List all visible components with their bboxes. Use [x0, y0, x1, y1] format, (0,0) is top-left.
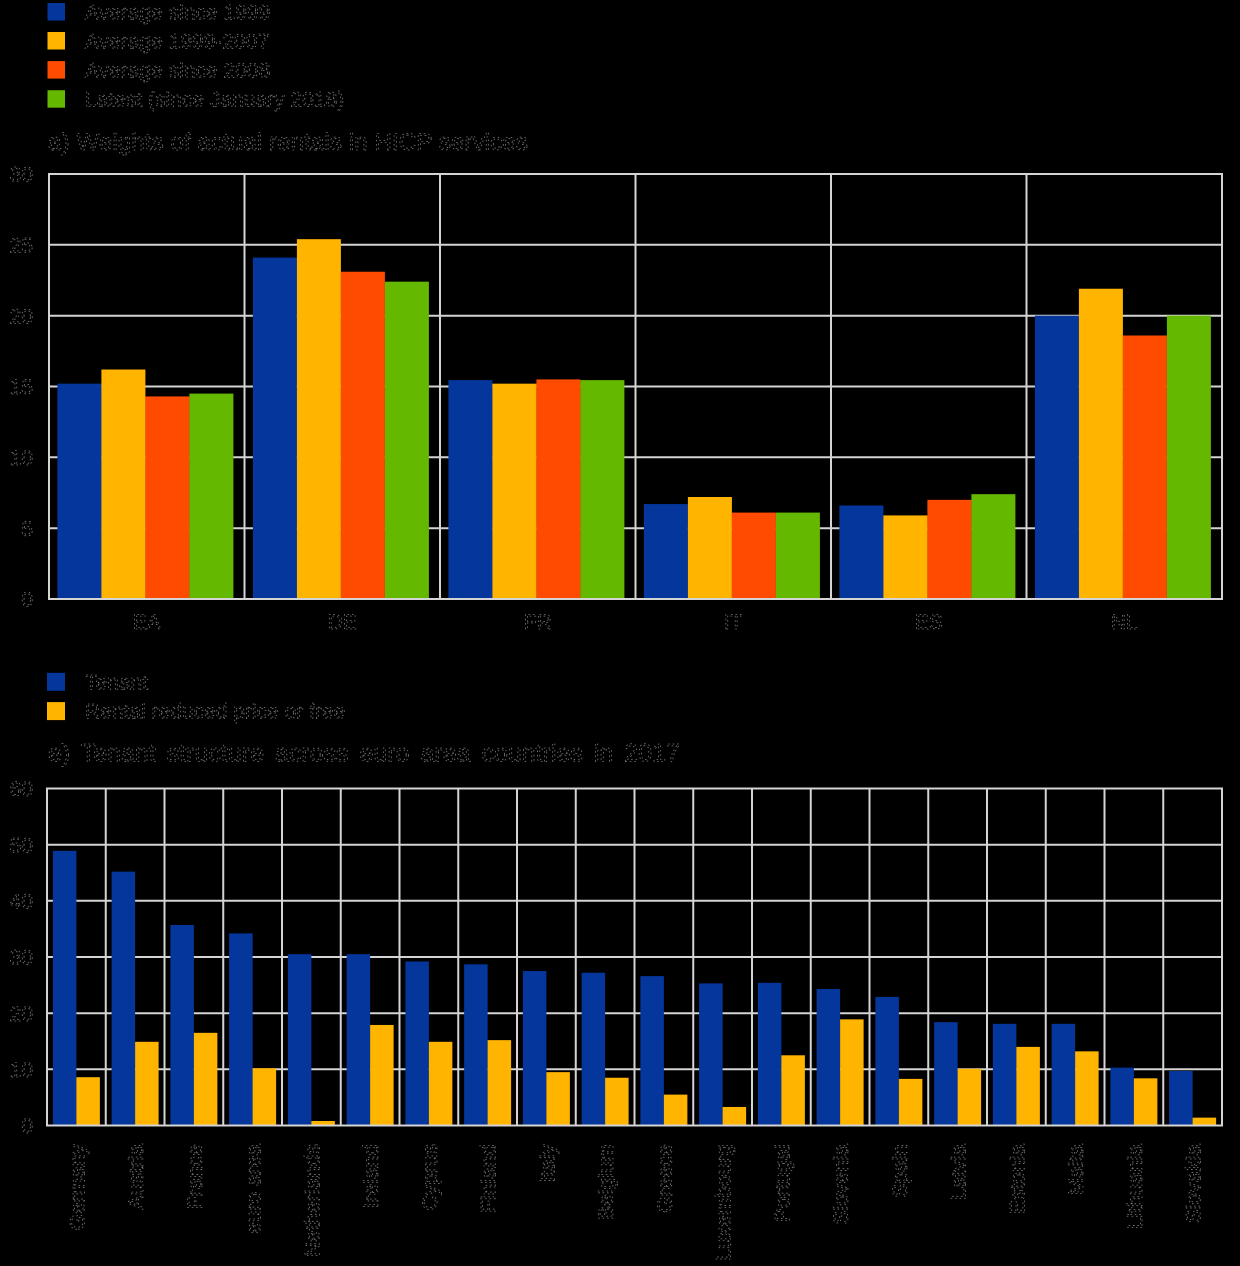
svg-text:Latest (since January 2018): Latest (since January 2018): [85, 89, 344, 112]
svg-text:20: 20: [10, 1003, 33, 1026]
svg-text:ES: ES: [915, 611, 943, 634]
svg-text:euro area: euro area: [243, 1144, 266, 1234]
svg-text:Lithuania: Lithuania: [1124, 1144, 1147, 1230]
svg-text:Rental reduced price or free: Rental reduced price or free: [85, 701, 345, 724]
svg-text:FR: FR: [524, 611, 552, 634]
svg-text:Cyprus: Cyprus: [419, 1144, 442, 1211]
svg-text:Slovakia: Slovakia: [1183, 1144, 1206, 1224]
svg-text:Ireland: Ireland: [360, 1144, 383, 1208]
svg-text:5: 5: [21, 518, 33, 541]
svg-text:15: 15: [10, 376, 33, 399]
svg-text:Belgium: Belgium: [595, 1144, 618, 1220]
svg-text:Slovenia: Slovenia: [830, 1144, 853, 1225]
svg-text:Spain: Spain: [889, 1144, 912, 1198]
svg-text:25: 25: [10, 234, 33, 257]
svg-text:Greece: Greece: [654, 1144, 677, 1213]
svg-text:Average since 2008: Average since 2008: [85, 60, 270, 83]
svg-text:Italy: Italy: [536, 1144, 559, 1183]
svg-text:IT: IT: [724, 611, 743, 634]
svg-text:Average since 1999: Average since 1999: [85, 2, 270, 25]
svg-text:Malta: Malta: [1065, 1144, 1088, 1196]
svg-text:30: 30: [10, 164, 33, 187]
svg-text:40: 40: [10, 890, 33, 913]
svg-text:France: France: [184, 1144, 207, 1209]
svg-text:0: 0: [21, 1115, 33, 1138]
svg-text:DE: DE: [328, 611, 357, 634]
svg-text:10: 10: [10, 447, 33, 470]
svg-text:Netherlands: Netherlands: [301, 1144, 324, 1257]
svg-text:Latvia: Latvia: [948, 1144, 971, 1200]
svg-text:Portugal: Portugal: [771, 1144, 794, 1222]
svg-text:a) Weights of actual rentals i: a) Weights of actual rentals in HICP ser…: [48, 129, 528, 156]
svg-text:20: 20: [10, 305, 33, 328]
svg-text:Luxembourg: Luxembourg: [713, 1144, 736, 1261]
svg-text:Tenant: Tenant: [85, 671, 148, 694]
svg-text:10: 10: [10, 1059, 33, 1082]
svg-text:EA: EA: [133, 611, 161, 634]
svg-text:Estonia: Estonia: [1006, 1144, 1029, 1214]
svg-text:Germany: Germany: [66, 1144, 89, 1231]
svg-text:e) Tenant structure across eur: e) Tenant structure across euro area cou…: [48, 740, 680, 768]
svg-text:Austria: Austria: [125, 1144, 148, 1210]
svg-text:60: 60: [10, 778, 33, 801]
svg-text:0: 0: [21, 589, 33, 612]
svg-text:50: 50: [10, 834, 33, 857]
svg-text:30: 30: [10, 947, 33, 970]
svg-text:Average 1999-2007: Average 1999-2007: [85, 31, 269, 54]
svg-text:Finland: Finland: [478, 1144, 501, 1213]
svg-text:NL: NL: [1111, 611, 1138, 634]
